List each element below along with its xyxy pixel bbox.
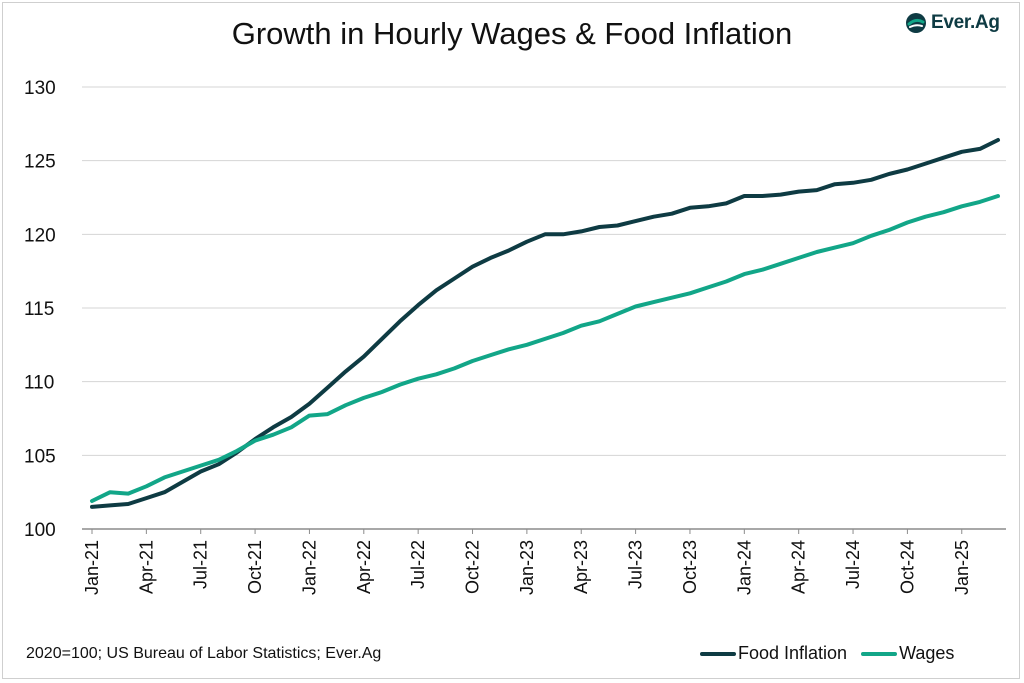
x-tick-label: Jul-23: [626, 540, 646, 589]
legend-item-food-inflation: Food Inflation: [700, 643, 847, 664]
x-tick-label: Jan-24: [734, 540, 754, 595]
legend-swatch-food-inflation: [700, 651, 736, 656]
logo: Ever.Ag: [904, 10, 1000, 36]
x-tick-label: Jan-23: [517, 540, 537, 595]
y-tick-label: 120: [24, 225, 56, 246]
x-tick-label: Oct-22: [463, 540, 483, 594]
legend: Food Inflation Wages: [700, 643, 968, 664]
ever-ag-logo-icon: [906, 13, 926, 33]
x-tick-label: Jan-25: [952, 540, 972, 595]
x-tick-label: Oct-24: [897, 540, 917, 594]
x-tick-label: Apr-23: [571, 540, 591, 594]
y-tick-label: 130: [24, 78, 56, 99]
legend-label-wages: Wages: [899, 643, 955, 663]
x-tick-label: Apr-21: [136, 540, 156, 594]
x-tick-label: Jan-21: [82, 540, 102, 595]
y-tick-label: 105: [24, 446, 56, 467]
x-tick-label: Apr-22: [354, 540, 374, 594]
legend-item-wages: Wages: [861, 643, 954, 664]
x-tick-label: Jul-24: [843, 540, 863, 589]
series-line-wages: [90, 194, 1000, 503]
x-tick-label: Jul-22: [408, 540, 428, 589]
x-tick-label: Jul-21: [191, 540, 211, 589]
legend-label-food-inflation: Food Inflation: [738, 643, 848, 663]
y-tick-label: 115: [24, 299, 54, 320]
y-tick-label: 100: [24, 520, 56, 541]
series-line-food-inflation: [90, 138, 1000, 509]
y-tick-label: 110: [24, 373, 54, 394]
chart-title: Growth in Hourly Wages & Food Inflation: [231, 16, 793, 51]
y-tick-label: 125: [24, 152, 56, 173]
source-note: 2020=100; US Bureau of Labor Statistics;…: [26, 645, 382, 662]
x-tick-label: Oct-23: [680, 540, 700, 594]
legend-swatch-wages: [861, 651, 898, 656]
logo-text: Ever.Ag: [931, 12, 1000, 33]
x-tick-label: Jan-22: [299, 540, 319, 595]
x-tick-label: Apr-24: [789, 540, 809, 594]
x-tick-label: Oct-21: [245, 540, 265, 594]
